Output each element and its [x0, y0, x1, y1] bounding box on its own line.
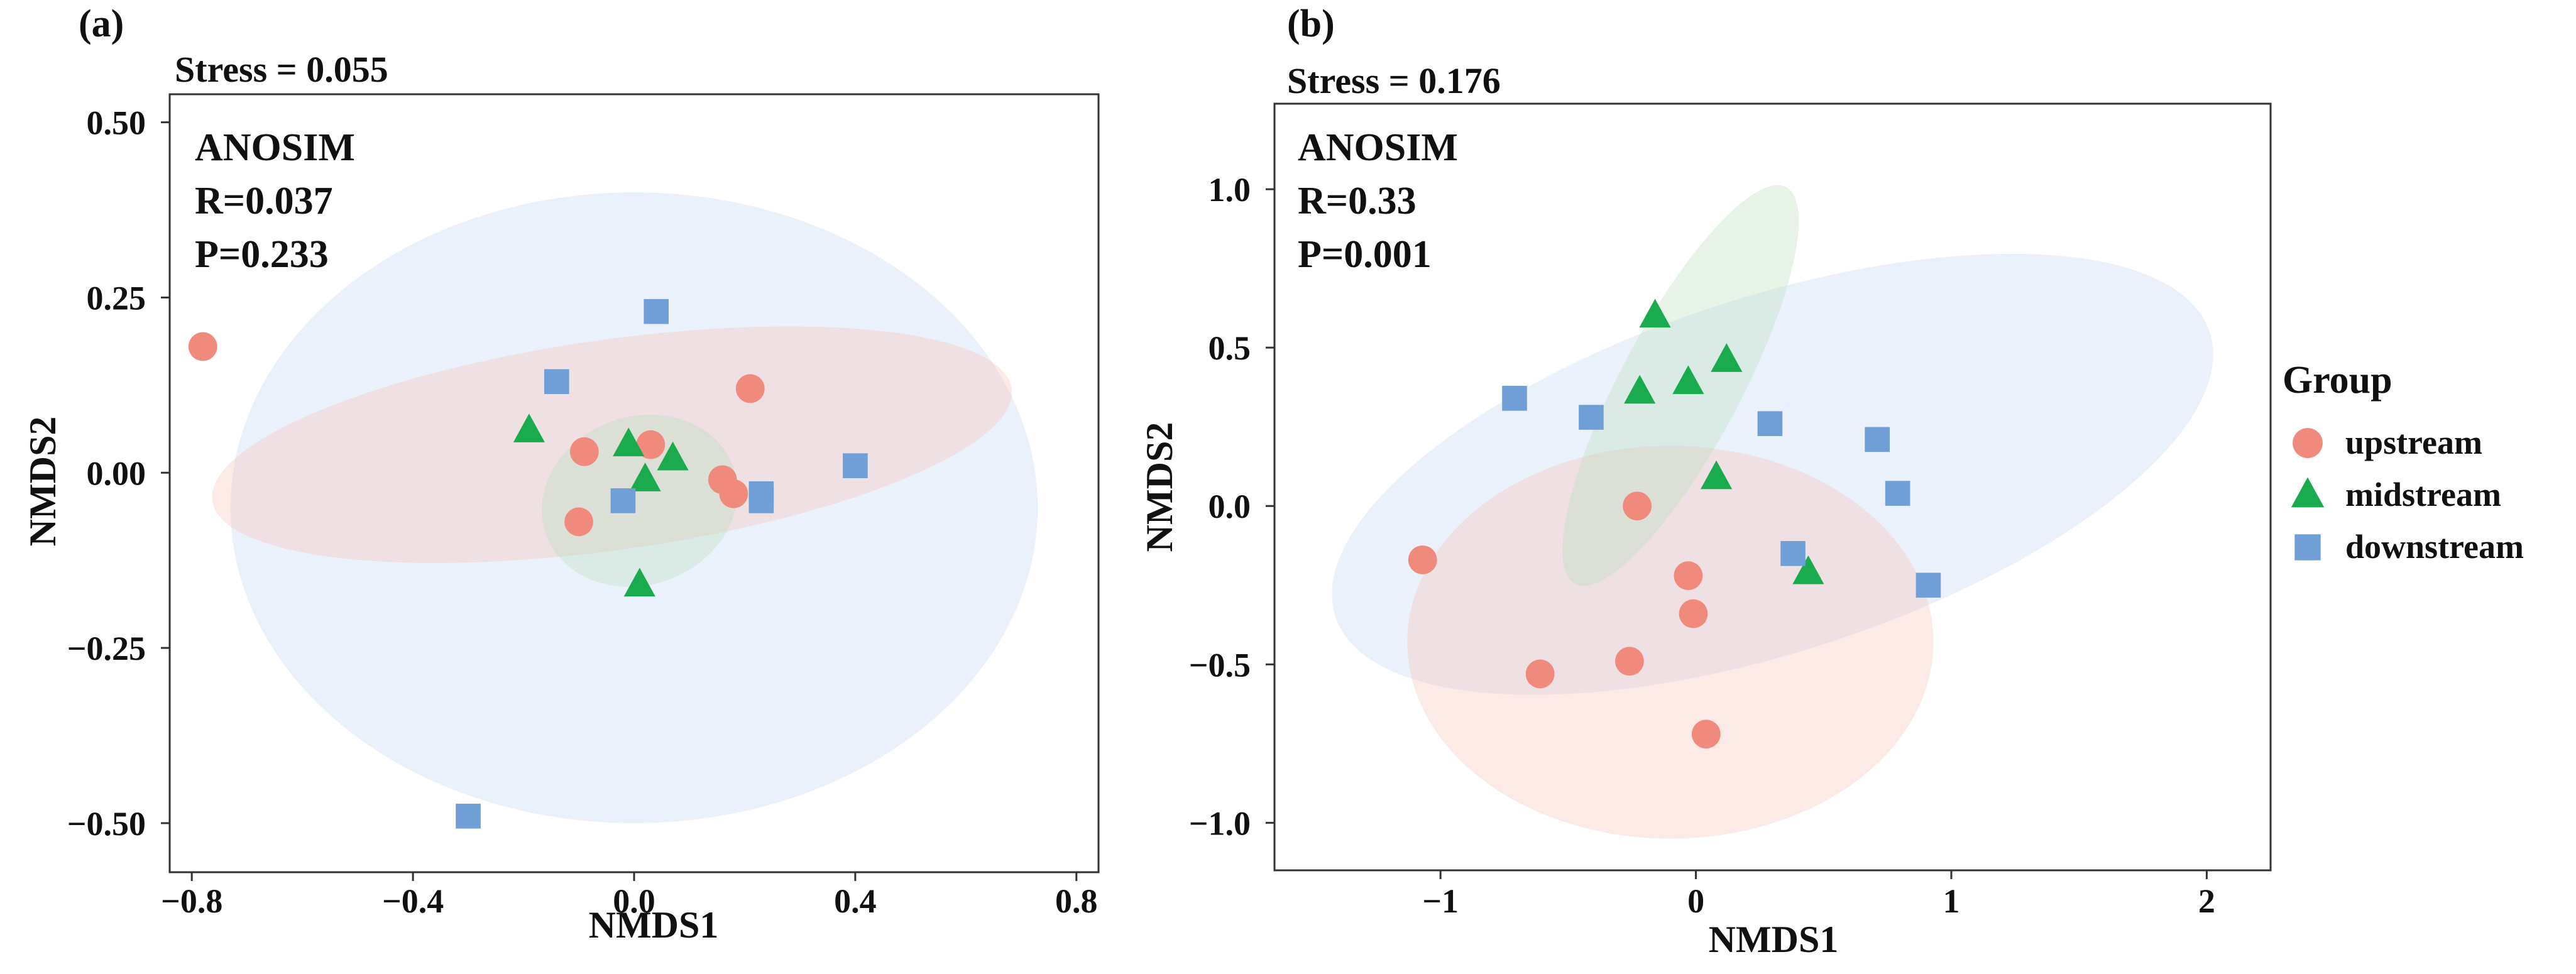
point-downstream-4	[1865, 427, 1890, 452]
panel-b-label: (b)	[1287, 3, 1335, 45]
point-upstream-4	[1679, 599, 1708, 628]
point-downstream-7	[1916, 572, 1941, 598]
point-downstream-3	[1757, 411, 1783, 436]
legend-label-downstream: downstream	[2345, 528, 2524, 566]
point-midstream-2	[1711, 343, 1743, 372]
point-upstream-2	[1623, 491, 1652, 521]
legend-marker-upstream	[2293, 428, 2323, 458]
panel-b-anosim-r: R=0.33	[1298, 180, 1417, 222]
point-midstream-4	[657, 441, 689, 471]
x-tick-label-4: 2	[2198, 882, 2215, 920]
x-tick-label-1: −1	[1422, 882, 1459, 920]
point-downstream-6	[843, 453, 868, 478]
point-upstream-6	[719, 479, 748, 508]
point-downstream-1	[644, 298, 669, 324]
point-upstream-1	[188, 332, 217, 361]
panel-a-anosim-p: P=0.233	[195, 233, 329, 276]
y-tick-label-2: 0.25	[87, 279, 146, 317]
panel-a-stress: Stress = 0.055	[175, 49, 388, 90]
point-downstream-2	[544, 369, 569, 395]
x-tick-label-3: 0.0	[613, 882, 655, 920]
y-tick-label-5: −1.0	[1189, 804, 1251, 842]
panel-b-y-axis-label: NMDS2	[1139, 422, 1180, 552]
point-upstream-3	[1674, 561, 1703, 591]
y-tick-label-4: −0.5	[1189, 646, 1251, 684]
legend: Group upstream midstream downstream	[2283, 359, 2524, 566]
point-upstream-5	[1615, 647, 1644, 676]
panel-a: (a) Stress = 0.055 −0.8 −0.4 0.0 0.4 0.8 0.5…	[22, 3, 1100, 946]
panel-a-x-axis-label: NMDS1	[589, 904, 719, 946]
legend-marker-midstream	[2291, 477, 2325, 508]
panel-a-x-ticks: −0.8 −0.4 0.0 0.4 0.8	[161, 872, 1098, 920]
point-midstream-5	[623, 567, 655, 597]
point-midstream-3	[629, 462, 661, 491]
point-upstream-3	[569, 437, 599, 466]
panel-b-x-ticks: −1 0 1 2	[1422, 870, 2215, 920]
legend-item-midstream: midstream	[2291, 476, 2501, 513]
panel-b-points	[1408, 298, 1941, 749]
point-midstream-3	[1672, 365, 1704, 395]
point-midstream-1	[513, 413, 545, 442]
y-tick-label-4: −0.25	[67, 630, 146, 667]
y-tick-label-1: 1.0	[1209, 171, 1251, 209]
point-downstream-2	[1579, 405, 1604, 430]
x-tick-label-1: −0.8	[161, 882, 222, 920]
panel-b-y-ticks: 1.0 0.5 0.0 −0.5 −1.0	[1189, 171, 1274, 842]
ellipse-upstream	[212, 326, 1012, 563]
point-midstream-1	[1639, 298, 1671, 328]
point-downstream-6	[1780, 541, 1806, 566]
panel-b: (b) Stress = 0.176 −1 0 1 2 1.0 0.5 0.0 −0.5 −1…	[1139, 3, 2272, 960]
x-tick-label-4: 0.4	[834, 882, 877, 920]
legend-symbol-downstream	[2294, 534, 2321, 561]
panel-a-anosim-r: R=0.037	[195, 180, 333, 222]
panel-b-stress: Stress = 0.176	[1287, 60, 1501, 101]
legend-title: Group	[2283, 359, 2392, 402]
y-tick-label-3: 0.0	[1209, 488, 1251, 525]
point-downstream-5	[1885, 481, 1910, 506]
panel-b-anosim-p: P=0.001	[1298, 233, 1432, 276]
point-midstream-6	[1792, 555, 1824, 584]
point-midstream-2	[613, 427, 645, 457]
x-tick-label-3: 1	[1943, 882, 1959, 920]
panel-b-anosim-title: ANOSIM	[1298, 126, 1458, 169]
point-upstream-7	[1691, 720, 1721, 749]
x-tick-label-2: 0	[1687, 882, 1704, 920]
y-tick-label-1: 0.50	[87, 104, 146, 142]
point-downstream-7	[456, 803, 481, 829]
x-tick-label-5: 0.8	[1055, 882, 1098, 920]
point-upstream-6	[1525, 659, 1555, 689]
legend-item-downstream: downstream	[2294, 528, 2524, 566]
x-tick-label-2: −0.4	[382, 882, 444, 920]
panel-a-y-axis-label: NMDS2	[22, 417, 63, 547]
point-upstream-4	[636, 430, 666, 459]
point-upstream-1	[1408, 545, 1437, 574]
panel-a-y-ticks: 0.50 0.25 0.00 −0.25 −0.50	[67, 104, 170, 843]
legend-label-upstream: upstream	[2345, 424, 2482, 461]
y-tick-label-5: −0.50	[67, 805, 146, 843]
panel-b-x-axis-label: NMDS1	[1709, 919, 1839, 960]
legend-symbol-midstream	[2291, 477, 2325, 508]
y-tick-label-2: 0.5	[1209, 329, 1251, 367]
legend-marker-downstream	[2294, 534, 2321, 561]
point-downstream-5	[748, 488, 774, 513]
point-upstream-7	[564, 507, 593, 537]
panel-a-points	[188, 298, 868, 829]
point-upstream-2	[735, 374, 765, 403]
panel-a-anosim-title: ANOSIM	[195, 126, 355, 169]
legend-label-midstream: midstream	[2345, 476, 2501, 513]
point-downstream-1	[1502, 386, 1527, 411]
panel-b-frame	[1273, 102, 2272, 872]
legend-item-upstream: upstream	[2293, 424, 2482, 461]
ellipse-downstream	[1332, 253, 2213, 695]
legend-symbol-upstream	[2293, 428, 2323, 458]
point-midstream-5	[1701, 460, 1733, 490]
panel-a-label: (a)	[79, 3, 124, 45]
point-downstream-3	[610, 488, 636, 513]
point-midstream-4	[1624, 375, 1656, 404]
y-tick-label-3: 0.00	[87, 454, 146, 492]
